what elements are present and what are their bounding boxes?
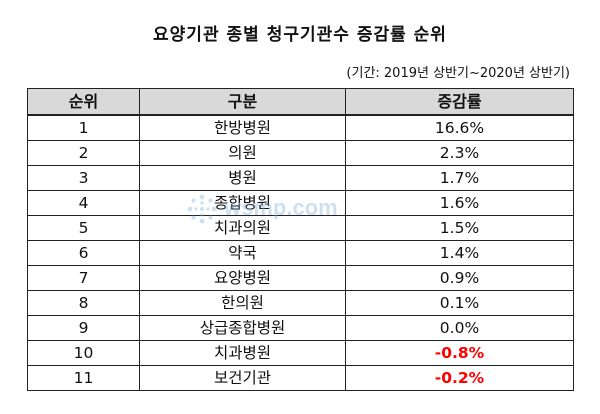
category-cell: 요양병원 (139, 265, 346, 291)
rank-cell: 9 (27, 315, 140, 341)
category-cell: 한의원 (139, 290, 346, 316)
table-row: 2 의원 2.3% (27, 140, 574, 166)
rank-cell: 7 (27, 265, 140, 291)
category-cell: 치과병원 (139, 340, 346, 366)
table-row: 8 한의원 0.1% (27, 290, 574, 316)
category-cell: 병원 (139, 165, 346, 191)
rate-cell: 1.5% (345, 215, 574, 241)
table-header-row: 순위 구분 증감률 (27, 88, 574, 116)
category-cell: 의원 (139, 140, 346, 166)
header-rank: 순위 (27, 88, 140, 116)
table-row: 3 병원 1.7% (27, 165, 574, 191)
category-cell: 보건기관 (139, 365, 346, 391)
rate-cell: 0.9% (345, 265, 574, 291)
category-cell: 종합병원 (139, 190, 346, 216)
table-row: 10 치과병원 -0.8% (27, 340, 574, 366)
table-row: 4 종합병원 1.6% (27, 190, 574, 216)
rate-cell-negative: -0.8% (345, 340, 574, 366)
rank-cell: 6 (27, 240, 140, 266)
category-cell: 치과의원 (139, 215, 346, 241)
rate-cell: 1.4% (345, 240, 574, 266)
rank-cell: 3 (27, 165, 140, 191)
header-rate: 증감률 (345, 88, 574, 116)
table-row: 11 보건기관 -0.2% (27, 365, 574, 391)
rate-cell: 2.3% (345, 140, 574, 166)
rank-cell: 8 (27, 290, 140, 316)
header-category: 구분 (139, 88, 346, 116)
page-title: 요양기관 종별 청구기관수 증감률 순위 (153, 25, 447, 45)
ranking-table: 순위 구분 증감률 1 한방병원 16.6% 2 의원 2.3% 3 병원 1.… (27, 88, 574, 391)
category-cell: 상급종합병원 (139, 315, 346, 341)
rank-cell: 2 (27, 140, 140, 166)
rank-cell: 1 (27, 114, 140, 141)
rate-cell: 1.7% (345, 165, 574, 191)
rate-cell: 16.6% (345, 114, 574, 141)
table-row: 7 요양병원 0.9% (27, 265, 574, 291)
table-row: 5 치과의원 1.5% (27, 215, 574, 241)
category-cell: 한방병원 (139, 114, 346, 141)
rank-cell: 5 (27, 215, 140, 241)
table-row: 6 약국 1.4% (27, 240, 574, 266)
rank-cell: 11 (27, 365, 140, 391)
table-row: 1 한방병원 16.6% (27, 114, 574, 141)
rate-cell: 1.6% (345, 190, 574, 216)
rank-cell: 4 (27, 190, 140, 216)
rate-cell: 0.1% (345, 290, 574, 316)
table-row: 9 상급종합병원 0.0% (27, 315, 574, 341)
rate-cell: 0.0% (345, 315, 574, 341)
category-cell: 약국 (139, 240, 346, 266)
rate-cell-negative: -0.2% (345, 365, 574, 391)
rank-cell: 10 (27, 340, 140, 366)
period-note: (기간: 2019년 상반기~2020년 상반기) (346, 66, 570, 81)
